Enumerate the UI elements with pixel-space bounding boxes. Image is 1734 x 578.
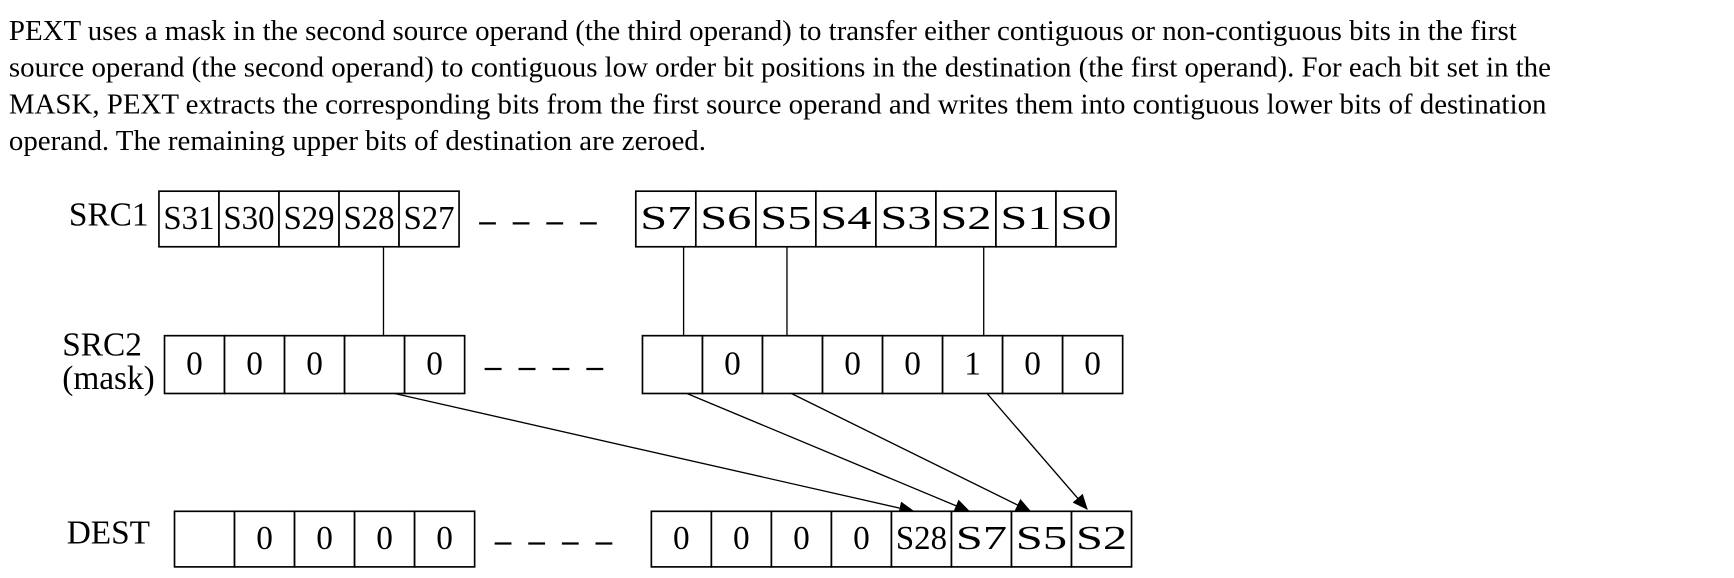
bit-cell xyxy=(163,334,226,395)
bit-cell xyxy=(218,190,280,248)
bit-cell xyxy=(343,334,406,395)
bit-value: S0 xyxy=(1060,200,1111,237)
registers: SRC1 S31 S30 S29 S28 S27 S7 S6 S5 S4 S3 S2 S1 S0SRC2(… xyxy=(62,190,1133,568)
register-row: DEST 0 0 0 0 0 0 0 0 S28 S7 S5 S2 xyxy=(67,510,1133,568)
bit-cell xyxy=(761,334,824,395)
bit-cell xyxy=(1001,334,1064,395)
description: PEXT uses a mask in the second source op… xyxy=(9,15,1551,157)
bit-value: 0 xyxy=(186,345,203,382)
bit-cell xyxy=(403,334,466,395)
bit-value: S5 xyxy=(760,200,811,237)
paragraph-line: MASK, PEXT extracts the corresponding bi… xyxy=(9,88,1547,120)
bit-value: 0 xyxy=(733,520,750,557)
paragraph-line: operand. The remaining upper bits of des… xyxy=(9,125,706,157)
bit-value: 0 xyxy=(376,520,393,557)
arrow xyxy=(986,393,1088,510)
bit-value: S1 xyxy=(1000,200,1051,237)
bit-value: 0 xyxy=(793,520,810,557)
bit-value: S29 xyxy=(283,200,334,237)
bit-cell xyxy=(173,510,236,568)
arrow xyxy=(394,392,915,515)
bit-value: 0 xyxy=(1084,345,1101,382)
bit-value: 0 xyxy=(1024,345,1041,382)
bit-value: 0 xyxy=(844,345,861,382)
bit-value: S4 xyxy=(820,200,872,237)
bit-cell xyxy=(223,334,286,395)
bit-cell xyxy=(1061,334,1124,395)
arrow xyxy=(686,392,971,512)
register-row: SRC2(mask) 0 0 0 0 0 0 0 1 0 0 xyxy=(62,327,1124,397)
bit-cell xyxy=(941,334,1004,395)
register-row: SRC1 S31 S30 S29 S28 S27 S7 S6 S5 S4 S3 S2 S1 S0 xyxy=(69,190,1117,248)
bit-cell xyxy=(995,190,1057,248)
bit-cell xyxy=(815,190,877,248)
bit-cell xyxy=(881,334,944,395)
bit-cell xyxy=(398,190,460,248)
bit-value: 0 xyxy=(673,520,690,557)
bit-cell xyxy=(650,510,713,568)
row-label: SRC1 xyxy=(69,197,149,234)
bit-cell xyxy=(1010,510,1073,568)
bit-value: 0 xyxy=(853,520,870,557)
arrow xyxy=(791,392,1032,512)
bit-cell xyxy=(701,334,764,395)
row-label: (mask) xyxy=(62,360,155,397)
bit-cell xyxy=(641,334,704,395)
bit-value: 0 xyxy=(256,520,273,557)
bit-value: S28 xyxy=(896,520,947,557)
bit-cell xyxy=(353,510,416,568)
bit-cell xyxy=(158,190,220,248)
row-label: DEST xyxy=(67,514,150,551)
bit-cell xyxy=(634,190,697,248)
bit-value: 0 xyxy=(316,520,333,557)
bit-cell xyxy=(413,510,476,568)
bit-cell xyxy=(755,190,817,248)
paragraph-line: source operand (the second operand) to c… xyxy=(9,52,1551,84)
bit-value: 0 xyxy=(904,345,921,382)
bit-cell xyxy=(1055,190,1117,248)
bit-cell xyxy=(770,510,833,568)
connections xyxy=(382,246,1088,515)
bit-value: S30 xyxy=(223,200,274,237)
bit-value: S6 xyxy=(700,200,751,237)
bit-value: S7 xyxy=(640,200,691,237)
bit-value: 0 xyxy=(306,345,323,382)
bit-cell xyxy=(283,334,346,395)
row-label: SRC2 xyxy=(62,327,142,364)
bit-cell xyxy=(1070,510,1133,568)
bit-value: 0 xyxy=(436,520,453,557)
bit-cell xyxy=(694,190,757,248)
bit-value: S31 xyxy=(163,200,214,237)
bit-cell xyxy=(890,510,953,568)
bit-value: 1 xyxy=(964,345,981,382)
bit-value: S28 xyxy=(343,200,394,237)
bit-value: 0 xyxy=(724,345,741,382)
bit-value: 0 xyxy=(426,345,443,382)
bit-value: S3 xyxy=(880,200,931,237)
bit-value: S2 xyxy=(1076,520,1127,557)
paragraph-line: PEXT uses a mask in the second source op… xyxy=(9,15,1517,47)
bit-value: S2 xyxy=(940,200,991,237)
bit-value: S5 xyxy=(1016,520,1067,557)
bit-cell xyxy=(935,190,997,248)
bit-value: S27 xyxy=(403,200,454,237)
bit-value: 0 xyxy=(246,345,263,382)
bit-value: S7 xyxy=(956,520,1007,557)
